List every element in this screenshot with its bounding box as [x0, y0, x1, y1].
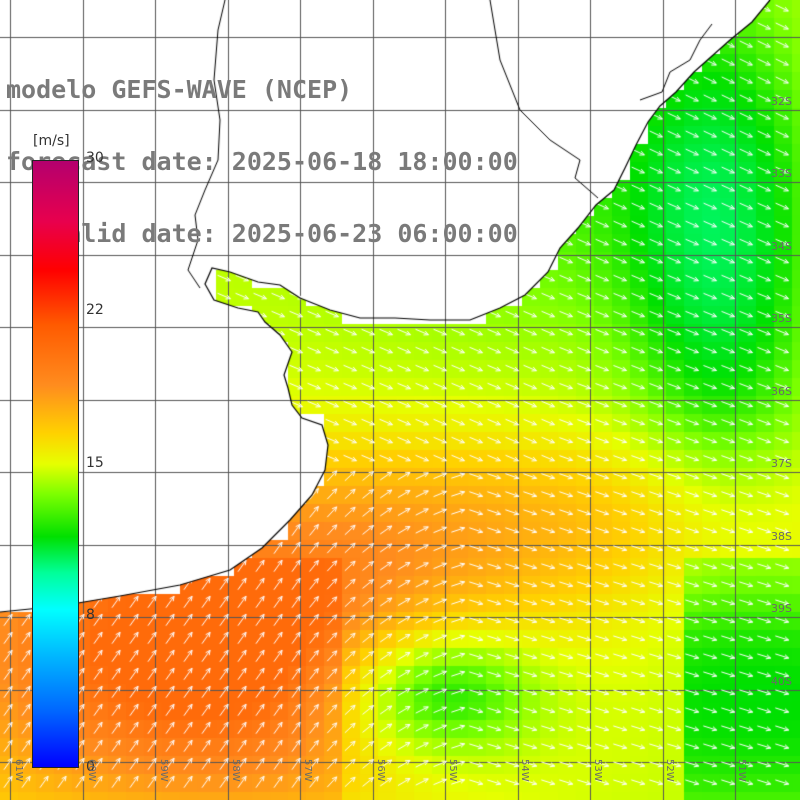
lat-label: 33S [771, 167, 792, 180]
colorbar-tick-0: 0 [86, 759, 95, 775]
colorbar-tick-15: 15 [86, 455, 104, 471]
lon-label: 59W [158, 759, 169, 782]
lon-label: 61W [13, 759, 24, 782]
lon-label: 51W [736, 759, 747, 782]
lat-label: 38S [771, 530, 792, 543]
lon-label: 58W [230, 759, 241, 782]
lon-label: 56W [375, 759, 386, 782]
lon-label: 52W [664, 759, 675, 782]
title-model: modelo GEFS-WAVE (NCEP) [6, 75, 353, 104]
colorbar [32, 160, 79, 768]
lat-label: 36S [771, 385, 792, 398]
lat-label: 34S [771, 240, 792, 253]
title-valid-date: valid date: 2025-06-23 06:00:00 [6, 219, 518, 248]
lat-label: 40S [771, 675, 792, 688]
colorbar-unit: [m/s] [33, 133, 70, 149]
colorbar-tick-30: 30 [86, 150, 104, 166]
lon-label: 53W [592, 759, 603, 782]
lat-label: 39S [771, 602, 792, 615]
title-forecast-date: forecast date: 2025-06-18 18:00:00 [6, 147, 518, 176]
lat-label: 32S [771, 95, 792, 108]
lon-label: 55W [447, 759, 458, 782]
lon-label: 60W [86, 759, 97, 782]
colorbar-tick-8: 8 [86, 607, 95, 623]
lon-label: 54W [519, 759, 530, 782]
lon-label: 57W [302, 759, 313, 782]
colorbar-tick-22: 22 [86, 302, 104, 318]
map-title: modelo GEFS-WAVE (NCEP) forecast date: 2… [6, 30, 518, 270]
lat-label: 37S [771, 457, 792, 470]
lat-label: 35S [771, 312, 792, 325]
